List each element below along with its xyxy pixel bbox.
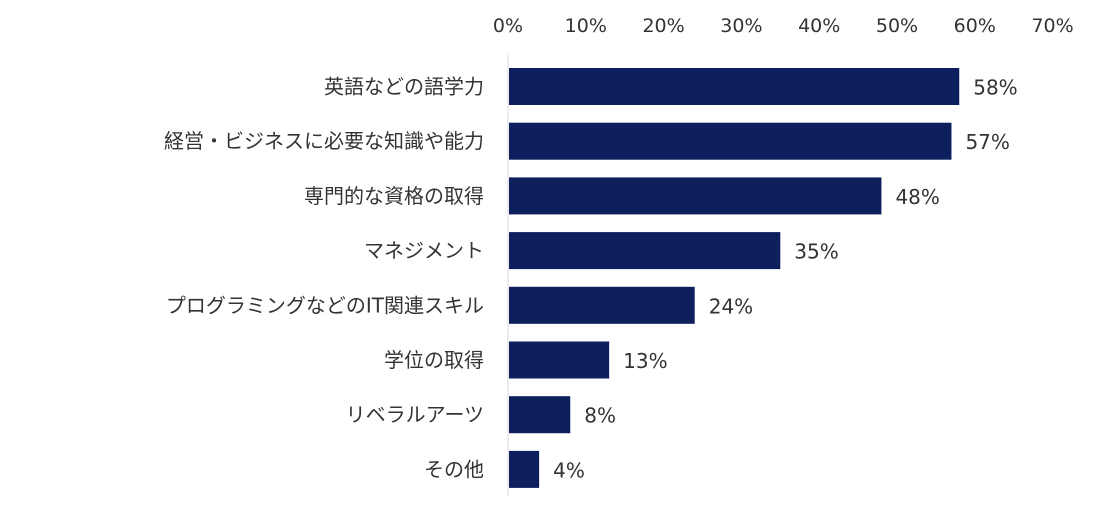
bar xyxy=(509,68,960,105)
category-label: 英語などの語学力 xyxy=(324,75,484,99)
bar-row: マネジメント 35% xyxy=(364,232,839,270)
x-tick-label: 70% xyxy=(1031,15,1073,37)
bar xyxy=(509,396,571,434)
x-tick-label: 40% xyxy=(798,15,840,37)
value-label: 8% xyxy=(584,404,616,428)
bar xyxy=(509,341,610,379)
category-label: 経営・ビジネスに必要な知識や能力 xyxy=(164,129,484,153)
bar xyxy=(509,122,952,160)
value-label: 4% xyxy=(553,458,585,482)
bars: 英語などの語学力 58% 経営・ビジネスに必要な知識や能力 57% 専門的な資格の取得 4… xyxy=(164,68,1018,488)
value-label: 24% xyxy=(709,294,753,318)
bar-row: 英語などの語学力 58% xyxy=(324,68,1018,105)
category-label: リベラルアーツ xyxy=(346,403,484,427)
bar-row: リベラルアーツ 8% xyxy=(346,396,616,434)
x-tick-label: 30% xyxy=(720,15,762,37)
bar xyxy=(509,450,540,488)
x-tick-label: 60% xyxy=(954,15,996,37)
value-label: 48% xyxy=(895,185,939,209)
category-label: プログラミングなどのIT関連スキル xyxy=(166,293,484,317)
category-label: マネジメント xyxy=(364,239,484,263)
bar-row: 経営・ビジネスに必要な知識や能力 57% xyxy=(164,122,1010,160)
bar xyxy=(509,177,882,215)
bar-row: 学位の取得 13% xyxy=(384,341,668,379)
value-label: 57% xyxy=(965,130,1009,154)
x-tick-label: 20% xyxy=(642,15,684,37)
x-tick-label: 10% xyxy=(565,15,607,37)
x-tick-label: 0% xyxy=(493,15,523,37)
bar-row: その他 4% xyxy=(424,450,585,488)
category-label: 学位の取得 xyxy=(384,348,484,372)
bar-row: 専門的な資格の取得 48% xyxy=(304,177,940,215)
category-label: 専門的な資格の取得 xyxy=(304,184,484,208)
x-axis-ticks: 0% 10% 20% 30% 40% 50% 60% 70% xyxy=(493,15,1074,37)
bar xyxy=(509,232,781,270)
value-label: 35% xyxy=(794,240,838,264)
x-tick-label: 50% xyxy=(876,15,918,37)
bar xyxy=(509,286,695,324)
category-label: その他 xyxy=(424,457,484,481)
value-label: 58% xyxy=(973,76,1017,100)
bar-row: プログラミングなどのIT関連スキル 24% xyxy=(166,286,753,324)
value-label: 13% xyxy=(623,349,667,373)
